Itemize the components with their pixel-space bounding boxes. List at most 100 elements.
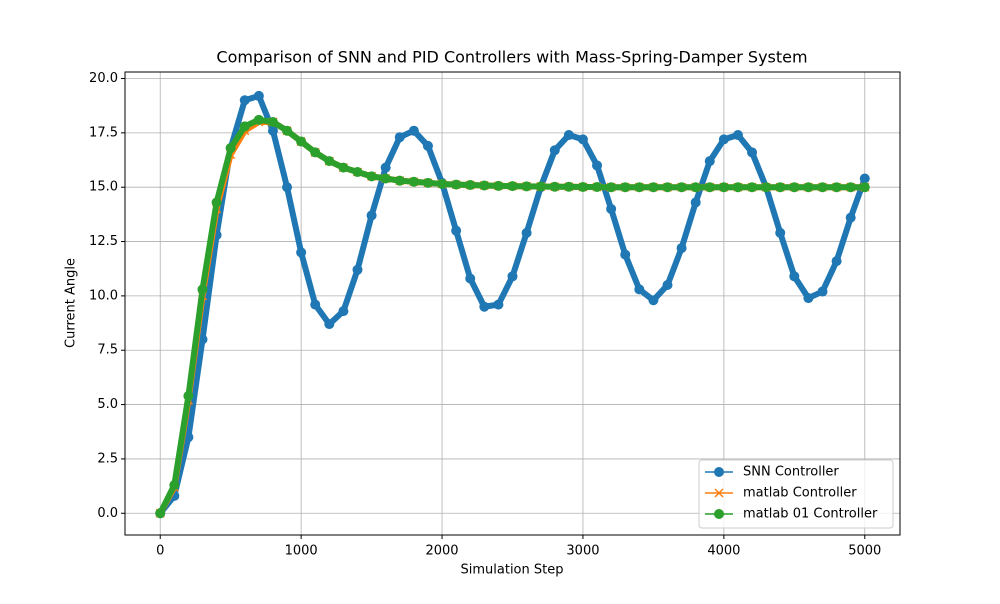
data-point	[296, 136, 307, 147]
legend-marker	[714, 509, 724, 519]
data-point	[704, 182, 715, 193]
data-point	[535, 181, 546, 192]
data-point	[577, 134, 588, 145]
data-point	[789, 271, 800, 282]
legend-marker	[714, 488, 724, 498]
y-tick-label: 5.0	[97, 397, 118, 412]
y-tick-label: 2.5	[97, 451, 118, 466]
data-point	[282, 125, 293, 136]
data-point	[507, 181, 518, 192]
data-point	[169, 480, 180, 491]
data-point	[732, 182, 743, 193]
data-point	[577, 181, 588, 192]
x-tick-label: 5000	[848, 544, 881, 559]
data-point	[197, 334, 208, 345]
data-point	[408, 125, 419, 136]
data-point	[789, 182, 800, 193]
data-point	[493, 299, 504, 310]
legend-label: matlab Controller	[743, 486, 857, 501]
data-point	[394, 175, 405, 186]
data-point	[775, 182, 786, 193]
y-tick-label: 0.0	[97, 506, 118, 521]
data-point	[479, 180, 490, 191]
data-point	[732, 130, 743, 141]
data-point	[324, 156, 335, 167]
legend-box	[698, 459, 894, 529]
data-point	[380, 162, 391, 173]
chart-title: Comparison of SNN and PID Controllers wi…	[216, 48, 807, 67]
data-point	[296, 247, 307, 258]
x-tick-label: 3000	[566, 544, 599, 559]
y-tick-label: 7.5	[97, 343, 118, 358]
data-point	[366, 171, 377, 182]
data-point	[239, 95, 250, 106]
legend-marker	[714, 467, 724, 477]
x-tick-label: 2000	[425, 544, 458, 559]
data-point	[155, 508, 166, 519]
data-point	[592, 181, 603, 192]
data-point	[408, 176, 419, 187]
data-point	[592, 160, 603, 171]
data-point	[549, 145, 560, 156]
data-point	[704, 156, 715, 167]
data-point	[859, 173, 870, 184]
legend-label: SNN Controller	[743, 465, 839, 480]
data-point	[620, 182, 631, 193]
data-point	[563, 181, 574, 192]
data-point	[845, 212, 856, 223]
data-point	[521, 227, 532, 238]
data-point	[859, 182, 870, 193]
data-point	[310, 299, 321, 310]
data-point	[239, 121, 250, 132]
data-point	[690, 182, 701, 193]
data-point	[718, 134, 729, 145]
y-tick-label: 17.5	[89, 125, 118, 140]
data-point	[521, 181, 532, 192]
data-point	[352, 166, 363, 177]
data-point	[225, 143, 236, 154]
data-point	[634, 284, 645, 295]
x-tick-label: 0	[156, 544, 164, 559]
data-point	[211, 197, 222, 208]
data-point	[775, 227, 786, 238]
data-point	[437, 178, 448, 189]
data-point	[803, 182, 814, 193]
plot-frame	[124, 71, 901, 536]
data-point	[338, 306, 349, 317]
data-point	[253, 114, 264, 125]
data-point	[831, 256, 842, 267]
data-point	[267, 125, 278, 136]
data-point	[253, 90, 264, 101]
data-point	[676, 182, 687, 193]
data-point	[465, 273, 476, 284]
y-tick-label: 10.0	[89, 288, 118, 303]
data-point	[662, 182, 673, 193]
data-point	[676, 243, 687, 254]
data-point	[606, 182, 617, 193]
data-point	[183, 432, 194, 443]
data-point	[648, 182, 659, 193]
data-point	[422, 140, 433, 151]
data-point	[690, 197, 701, 208]
x-tick-label: 4000	[707, 544, 740, 559]
data-point	[282, 182, 293, 193]
data-point	[324, 319, 335, 330]
data-point	[606, 203, 617, 214]
data-point	[761, 182, 772, 193]
data-point	[662, 280, 673, 291]
data-point	[197, 284, 208, 295]
y-tick-label: 12.5	[89, 234, 118, 249]
legend-label: matlab 01 Controller	[743, 507, 878, 522]
data-point	[549, 181, 560, 192]
data-point	[634, 182, 645, 193]
data-point	[451, 179, 462, 190]
data-point	[479, 301, 490, 312]
y-axis-label: Current Angle	[64, 258, 79, 348]
data-point	[366, 210, 377, 221]
data-point	[394, 132, 405, 143]
data-point	[183, 390, 194, 401]
data-point	[845, 182, 856, 193]
x-axis-label: Simulation Step	[461, 563, 564, 578]
y-tick-label: 20.0	[89, 71, 118, 86]
